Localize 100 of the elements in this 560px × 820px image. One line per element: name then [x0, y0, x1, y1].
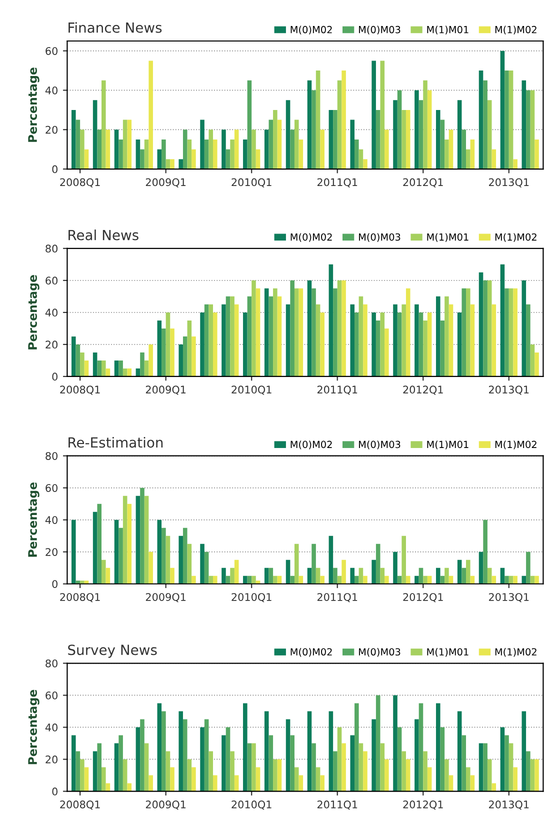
bar — [80, 130, 84, 170]
y-tick-label: 0 — [52, 580, 58, 588]
bar — [448, 130, 454, 170]
y-axis-title: Percentage — [28, 690, 40, 764]
bar — [508, 743, 514, 792]
x-tick-label: 2013Q1 — [488, 178, 529, 188]
bar — [286, 560, 290, 584]
bar — [350, 304, 355, 376]
bar — [342, 560, 346, 584]
legend-label: M(0)M03 — [359, 440, 400, 450]
legend-label: M(1)M02 — [495, 648, 536, 657]
x-tick-label: 2011Q1 — [317, 386, 358, 395]
bar — [513, 767, 518, 792]
legend-label: M(1)M02 — [495, 26, 536, 34]
bar — [333, 288, 338, 376]
bar — [166, 536, 170, 584]
bar — [436, 110, 440, 170]
x-tick-label: 2013Q1 — [488, 800, 529, 810]
bar — [226, 727, 230, 792]
bar — [166, 751, 170, 792]
bar — [312, 288, 316, 376]
bar — [71, 336, 76, 376]
chart-title: Real News — [68, 230, 138, 240]
x-tick-label: 2013Q1 — [488, 386, 529, 395]
bar — [243, 312, 248, 376]
bar — [418, 568, 424, 584]
y-tick-label: 20 — [46, 756, 58, 764]
bar — [230, 568, 234, 584]
bar — [478, 70, 484, 170]
bar — [213, 139, 218, 170]
bar — [534, 576, 539, 584]
x-tick-label: 2008Q1 — [60, 593, 100, 602]
bar — [363, 576, 368, 584]
bar — [342, 280, 346, 376]
bar — [320, 775, 324, 792]
bar — [440, 120, 445, 170]
bar — [530, 90, 535, 170]
bar — [252, 743, 256, 792]
bar — [204, 552, 209, 584]
legend-label: M(0)M02 — [290, 26, 332, 34]
bar — [500, 50, 505, 170]
bar — [406, 759, 410, 792]
bar — [148, 60, 153, 170]
bar — [483, 743, 488, 792]
bar — [102, 767, 106, 792]
bar — [298, 288, 304, 376]
bar — [222, 304, 226, 376]
legend-label: M(0)M02 — [290, 233, 332, 242]
bar — [307, 711, 312, 792]
bar — [247, 80, 252, 170]
bar — [372, 719, 376, 792]
bar — [290, 735, 294, 792]
bar — [71, 735, 76, 792]
x-tick-label: 2012Q1 — [403, 178, 443, 188]
legend-label: M(1)M02 — [495, 440, 536, 450]
bar — [328, 110, 334, 170]
bar — [252, 576, 256, 584]
chart-title: Re-Estimation — [68, 436, 163, 448]
x-tick-label: 2008Q1 — [60, 800, 100, 810]
bar — [457, 312, 462, 376]
bar — [423, 320, 428, 376]
y-tick-label: 80 — [46, 659, 58, 668]
x-tick-label: 2009Q1 — [146, 800, 186, 810]
bar — [534, 759, 539, 792]
bar — [234, 560, 239, 584]
bar — [402, 751, 406, 792]
bar — [337, 727, 342, 792]
bar — [268, 735, 274, 792]
bar — [312, 743, 316, 792]
bar — [200, 544, 204, 584]
bar — [294, 120, 299, 170]
bar — [170, 767, 174, 792]
bar — [243, 139, 248, 170]
chart-title: Finance News — [68, 22, 162, 33]
bar — [406, 110, 410, 170]
bar — [376, 110, 380, 170]
x-tick-label: 2012Q1 — [403, 386, 443, 395]
bar — [487, 568, 492, 584]
bar — [148, 344, 153, 376]
legend-label: M(0)M03 — [359, 233, 400, 242]
bar — [427, 312, 432, 376]
bar — [187, 759, 192, 792]
bar — [178, 536, 183, 584]
bar — [268, 568, 274, 584]
bar — [178, 711, 183, 792]
bar — [513, 159, 518, 170]
bar — [333, 568, 338, 584]
x-tick-label: 2011Q1 — [317, 593, 358, 602]
bar — [140, 719, 144, 792]
bar — [478, 743, 484, 792]
bar — [372, 60, 376, 170]
bar — [414, 90, 419, 170]
bar — [247, 296, 252, 376]
bar — [268, 120, 274, 170]
y-tick-label: 0 — [52, 788, 58, 796]
bar — [222, 568, 226, 584]
legend-label: M(1)M02 — [495, 233, 536, 242]
bar — [358, 296, 364, 376]
bar — [513, 288, 518, 376]
bar — [504, 288, 509, 376]
